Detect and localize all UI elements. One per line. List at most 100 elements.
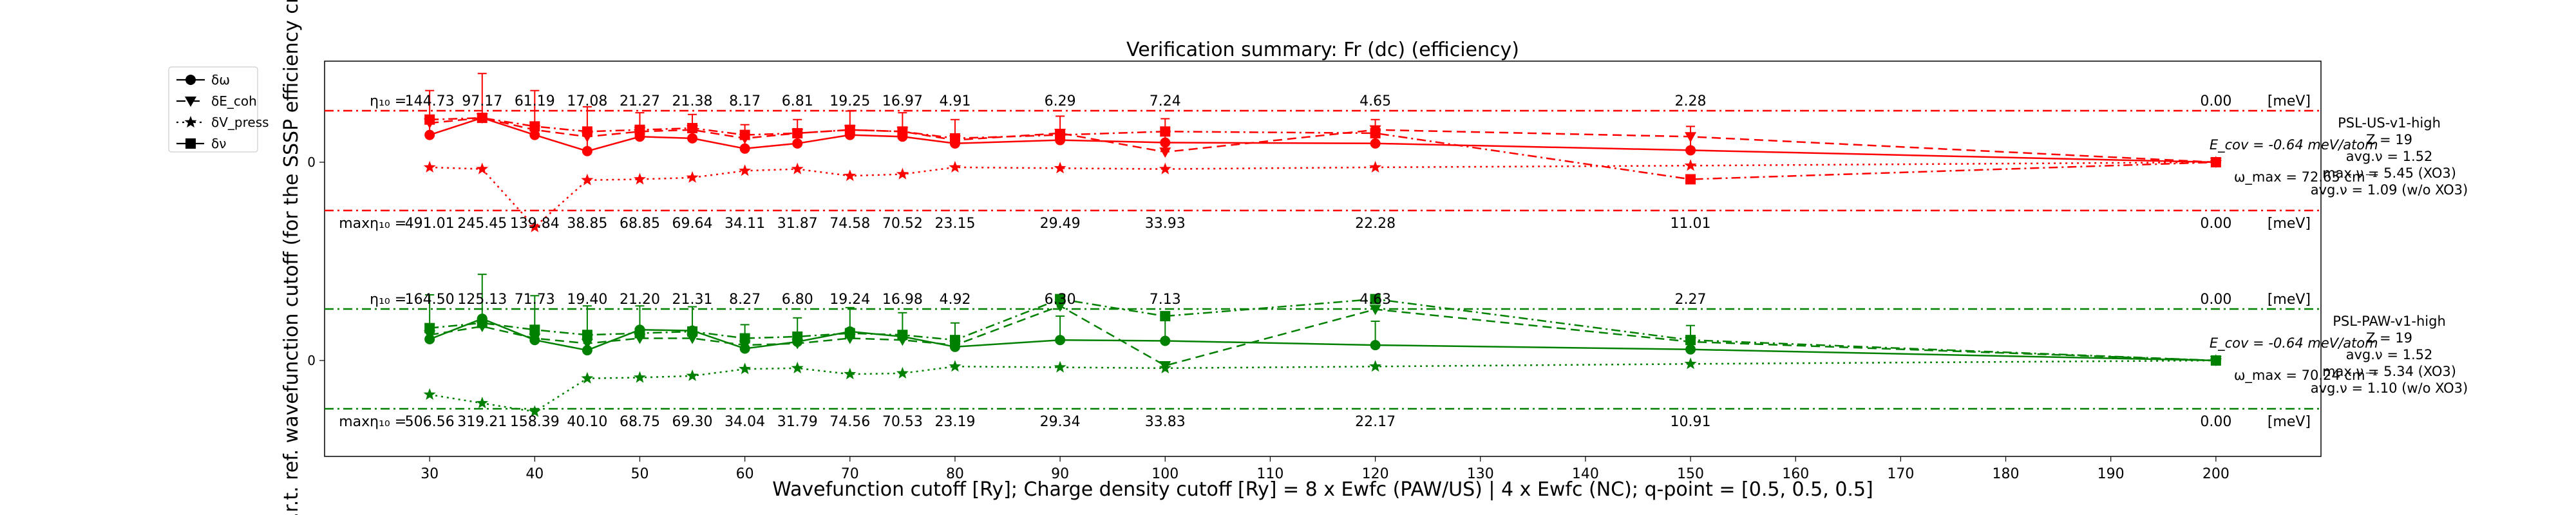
legend-label-0: δω — [211, 72, 230, 88]
panel-0-series-2-point-14 — [1684, 159, 1697, 171]
panel-0-max-eta-value-14: 11.01 — [1671, 216, 1711, 232]
y-tick-label-1: 0 — [307, 353, 316, 368]
panel-1-series-2-point-12 — [1159, 361, 1171, 373]
x-axis-label: Wavefunction cutoff [Ry]; Charge density… — [772, 478, 1873, 501]
panel-1-series-3-point-11 — [1055, 294, 1066, 304]
chart-title: Verification summary: Fr (dc) (efficienc… — [1126, 39, 1519, 61]
panel-1-series-1-line — [429, 304, 2216, 367]
panel-1-series-2-point-0 — [423, 388, 436, 400]
panel-0-max-eta-prefix: maxη₁₀ = — [339, 216, 406, 232]
panel-1-eta-value-6: 8.27 — [729, 292, 761, 308]
panel-0-max-eta-value-2: 139.84 — [510, 216, 560, 232]
panel-1-eta-value-3: 19.40 — [567, 292, 607, 308]
panel-0-series-2-point-12 — [1159, 162, 1171, 174]
x-tick-label-150: 150 — [1677, 466, 1704, 482]
panel-0-eta-value-5: 21.38 — [672, 93, 713, 109]
panel-1-series-2-point-14 — [1684, 357, 1697, 370]
panel-0-series-2-point-8 — [844, 169, 857, 182]
x-tick-label-160: 160 — [1782, 466, 1809, 482]
panel-1-eta-value-5: 21.31 — [672, 292, 713, 308]
panel-1-max-eta-value-13: 22.17 — [1355, 414, 1396, 430]
legend-marker-2 — [184, 116, 197, 128]
panel-1-eta-prefix: η₁₀ = — [370, 292, 406, 308]
legend-box — [168, 66, 258, 153]
panel-1-max-eta-value-15: 0.00 — [2200, 414, 2231, 430]
panel-0-series-2-point-9 — [896, 167, 909, 180]
panel-1-info-line-2: avg.ν = 1.52 — [2346, 347, 2433, 362]
legend-marker-1 — [185, 97, 196, 107]
x-tick-label-60: 60 — [736, 466, 754, 482]
panel-0-eta-value-7: 6.81 — [782, 93, 813, 109]
panel-1-max-eta-prefix: maxη₁₀ = — [339, 414, 406, 430]
panel-1-eta-value-9: 16.98 — [882, 292, 923, 308]
legend: δω δE_coh δV_press δν — [168, 66, 269, 153]
panel-0-series-2-point-4 — [634, 173, 646, 185]
panel-1-max-eta-value-4: 68.75 — [620, 414, 660, 430]
panel-1-max-eta-value-7: 31.79 — [777, 414, 818, 430]
panel-0-series-2-point-7 — [791, 162, 804, 174]
panel-1-max-eta-value-14: 10.91 — [1671, 414, 1711, 430]
x-tick-label-80: 80 — [946, 466, 964, 482]
panel-0-max-eta-value-7: 31.87 — [777, 216, 818, 232]
panel-0-series-2-point-1 — [476, 162, 489, 174]
panel-0-series-1-point-12 — [1159, 147, 1171, 158]
panel-1-max-eta-value-12: 33.83 — [1145, 414, 1186, 430]
panel-1-series — [423, 274, 2222, 417]
panel-0-info-line-3: max.ν = 5.45 (XO3) — [2322, 165, 2456, 181]
panel-0-max-eta-value-11: 29.49 — [1040, 216, 1081, 232]
panel-0-eta-value-4: 21.27 — [620, 93, 660, 109]
panel-0-max-eta-value-13: 22.28 — [1355, 216, 1396, 232]
panel-0-max-eta-value-3: 38.85 — [567, 216, 607, 232]
panel-1-series-3-line — [430, 298, 2216, 362]
panel-1-series-2-point-1 — [476, 397, 489, 409]
panel-0-unit-eta: [meV] — [2268, 93, 2311, 109]
panel-1-series-2-point-6 — [739, 362, 752, 375]
panel-1-series-2-point-5 — [686, 369, 699, 381]
panel-1-series-2-point-11 — [1054, 360, 1066, 373]
panel-1-series-2-point-13 — [1369, 360, 1382, 372]
panel-0-max-eta-value-6: 34.11 — [724, 216, 765, 232]
panel-1-eta-value-10: 4.92 — [939, 292, 971, 308]
panel-0-info-line-1: Z = 19 — [2366, 132, 2412, 147]
panel-0-series-2-point-5 — [686, 171, 699, 183]
x-tick-label-110: 110 — [1256, 466, 1283, 482]
panel-1-series-2-point-9 — [896, 366, 909, 379]
panel-0-eta-value-0: 144.73 — [405, 93, 455, 109]
panel-1-series-2-point-7 — [791, 361, 804, 373]
panel-1-info-line-4: avg.ν = 1.10 (w/o XO3) — [2311, 380, 2468, 396]
panel-0-eta-value-11: 6.29 — [1045, 93, 1076, 109]
y-axis-label: w.r.t. ref. wavefunction cutoff (for the… — [280, 0, 303, 515]
panel-0-max-eta-value-12: 33.93 — [1145, 216, 1186, 232]
panel-0-eta-value-12: 7.24 — [1150, 93, 1181, 109]
panel-0-eta-value-3: 17.08 — [567, 93, 607, 109]
panel-1-series-3-point-12 — [1160, 311, 1171, 322]
panel-1-series-2-point-2 — [528, 405, 541, 417]
panel-1-series-3-point-8 — [844, 328, 855, 339]
legend-label-3: δν — [211, 136, 226, 151]
legend-marker-0 — [185, 75, 196, 85]
panel-0-eta-value-2: 61.19 — [515, 93, 555, 109]
panel-0-eta-prefix: η₁₀ = — [370, 93, 406, 109]
panel-1-eta-value-13: 4.63 — [1359, 292, 1391, 308]
legend-marker-3 — [185, 138, 196, 149]
panel-0-series-2-point-6 — [739, 164, 752, 176]
panel-0-series-2-point-13 — [1369, 160, 1382, 173]
panel-1-info-line-1: Z = 19 — [2366, 330, 2412, 346]
x-tick-label-40: 40 — [526, 466, 544, 482]
panel-0-eta-value-13: 4.65 — [1359, 93, 1391, 109]
x-tick-label-200: 200 — [2202, 466, 2230, 482]
panel-1-series-3-point-4 — [634, 328, 645, 339]
panel-1-series-3-point-5 — [687, 326, 698, 337]
panel-0-series-2-point-11 — [1054, 162, 1066, 174]
panel-0-series — [423, 73, 2222, 232]
y-tick-label-0: 0 — [307, 154, 316, 170]
panel-1-max-eta-value-6: 34.04 — [724, 414, 765, 430]
panel-1-series-2-point-4 — [634, 371, 646, 383]
panel-1-series-2-point-10 — [949, 360, 961, 372]
panel-1-max-eta-value-10: 23.19 — [934, 414, 975, 430]
panel-0-series-3-point-14 — [1685, 174, 1696, 185]
x-tick-label-50: 50 — [630, 466, 649, 482]
panel-1-eta-value-0: 164.50 — [405, 292, 455, 308]
